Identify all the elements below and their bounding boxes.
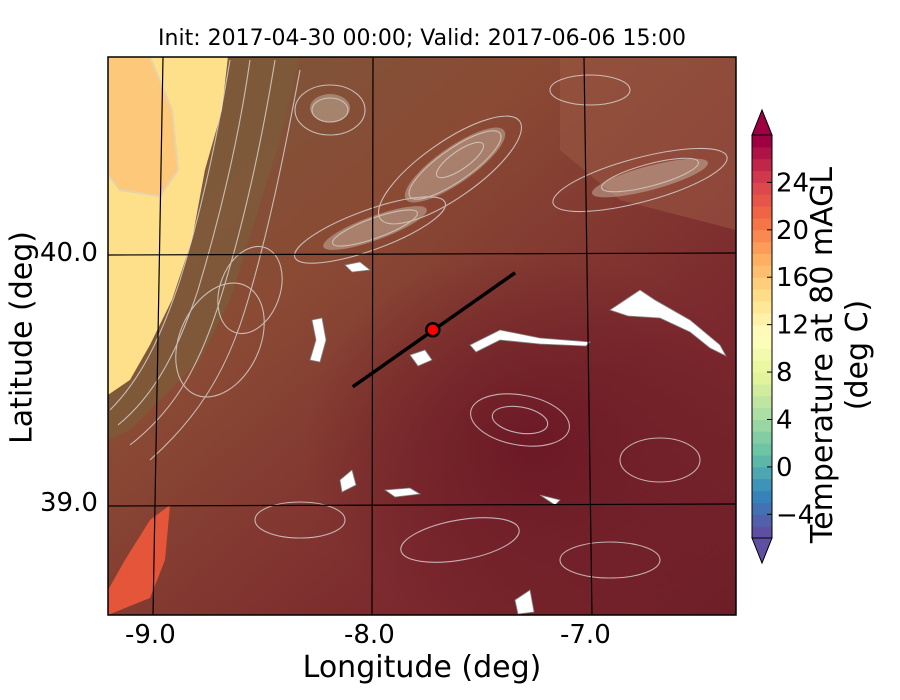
colorbar-segment	[752, 466, 772, 480]
graticule	[107, 56, 737, 616]
colorbar-segment	[752, 478, 772, 492]
colorbar-segment	[752, 431, 772, 444]
colorbar-segment	[752, 182, 772, 195]
x-tick-minus8: -8.0	[344, 620, 395, 650]
colorbar-segment	[752, 395, 772, 409]
colorbar-extend-min	[751, 537, 773, 565]
colorbar-segment	[752, 443, 772, 456]
colorbar-segment	[752, 372, 772, 385]
colorbar-segment	[752, 502, 772, 515]
colorbar-segment	[752, 206, 772, 219]
highland-contours	[109, 59, 728, 579]
colorbar-tick-label: 4	[776, 405, 793, 435]
meridian-8	[371, 56, 374, 616]
meridian-7	[583, 56, 593, 616]
colorbar-segment	[752, 300, 772, 314]
parallel-39	[107, 503, 737, 507]
temperature-field	[108, 57, 736, 615]
colorbar-tick-label: 8	[776, 358, 793, 388]
meridian-9	[152, 56, 164, 616]
colorbar-segment	[752, 170, 772, 183]
colorbar-segment	[752, 158, 772, 172]
colorbar-tick-label: 20	[776, 216, 809, 246]
x-tick-minus7: -7.0	[560, 620, 611, 650]
colorbar-segment	[752, 526, 772, 539]
colorbar-segment	[752, 455, 772, 468]
colorbar-tick-label: 0	[776, 453, 793, 483]
colorbar-segment	[752, 407, 772, 420]
colorbar-segment	[752, 289, 772, 302]
colorbar-tick-label: −4	[776, 500, 814, 530]
reservoirs	[309, 261, 727, 615]
colorbar-segment	[752, 419, 772, 432]
colorbar-tick-label: 24	[776, 168, 809, 198]
colorbar: 24 20 16 12 8 4 0 −4	[751, 108, 814, 565]
colorbar-segment	[752, 265, 772, 278]
colorbar-segment	[752, 229, 772, 243]
northeast-band	[560, 57, 736, 230]
x-axis-label: Longitude (deg)	[302, 650, 542, 685]
colorbar-segment	[752, 253, 772, 266]
colorbar-segment	[752, 217, 772, 231]
map-frame	[107, 56, 737, 616]
warm-interior	[280, 230, 736, 615]
colorbar-segment	[752, 336, 772, 349]
colorbar-segment	[752, 348, 772, 361]
colorbar-frame	[751, 134, 773, 539]
colorbar-label: Temperature at 80 mAGL (deg C)	[805, 166, 875, 544]
colorbar-segment	[752, 241, 772, 255]
colorbar-segment	[752, 360, 772, 373]
colorbar-segment	[752, 277, 772, 290]
colorbar-segment	[752, 146, 772, 160]
y-tick-40: 40.0	[40, 238, 98, 268]
colorbar-tick-label: 16	[776, 263, 809, 293]
coastal-band	[108, 57, 300, 440]
colorbar-segment	[752, 383, 772, 397]
colorbar-segment	[752, 135, 772, 148]
colorbar-extend-max	[751, 108, 773, 136]
colorbar-segment	[752, 514, 772, 527]
colorbar-segment	[752, 324, 772, 337]
highland-fill	[310, 94, 709, 250]
colorbar-segment	[752, 490, 772, 503]
y-axis-label: Latitude (deg)	[4, 231, 40, 444]
colorbar-tick-label: 12	[776, 311, 809, 341]
colorbar-segment	[752, 312, 772, 326]
parallel-40	[107, 252, 737, 256]
ocean-cool-patch	[108, 57, 180, 198]
y-tick-39: 39.0	[40, 488, 98, 518]
chart-title: Init: 2017-04-30 00:00; Valid: 2017-06-0…	[158, 26, 686, 51]
x-tick-minus9: -9.0	[125, 620, 176, 650]
location-marker	[425, 322, 441, 338]
colorbar-segment	[752, 194, 772, 207]
